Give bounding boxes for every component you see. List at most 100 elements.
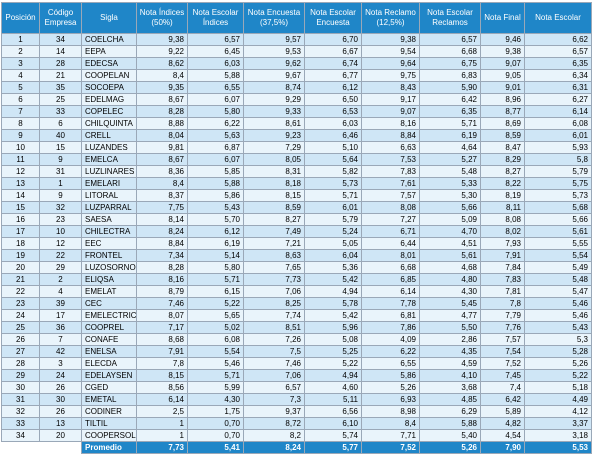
cell-nota-escolar-indices: 6,45 bbox=[187, 45, 244, 58]
cell-posicion: 24 bbox=[1, 309, 40, 322]
cell-nota-final: 8,02 bbox=[480, 225, 525, 238]
cell-codigo-empresa: 12 bbox=[39, 237, 82, 250]
cell-codigo-empresa: 30 bbox=[39, 393, 82, 406]
cell-nota-escolar-reclamos: 5,09 bbox=[419, 213, 481, 226]
cell-nota-escolar-indices: 6,12 bbox=[187, 225, 244, 238]
cell-posicion: 34 bbox=[1, 429, 40, 442]
cell-posicion: 21 bbox=[1, 273, 40, 286]
cell-nota-escolar: 5,48 bbox=[524, 273, 592, 286]
cell-nota-escolar-encuesta: 5,79 bbox=[304, 213, 362, 226]
cell-posicion: 3 bbox=[1, 57, 40, 70]
cell-nota-final: 8,29 bbox=[480, 153, 525, 166]
cell-nota-escolar-reclamos: 5,50 bbox=[419, 321, 481, 334]
cell-posicion: 6 bbox=[1, 93, 40, 106]
table-row: 19 22 FRONTEL 7,34 5,14 8,63 6,04 8,01 5,61 7,91 5… bbox=[1, 249, 592, 262]
cell-posicion: 32 bbox=[1, 405, 40, 418]
cell-sigla: COOPERSOL bbox=[81, 429, 137, 442]
cell-nota-escolar-reclamos: 5,71 bbox=[419, 117, 481, 130]
cell-nota-final: 6,42 bbox=[480, 393, 525, 406]
cell-codigo-empresa: 39 bbox=[39, 297, 82, 310]
table-row: 6 25 EDELMAG 8,67 6,07 9,29 6,50 9,17 6,42 8,96 6,… bbox=[1, 93, 592, 106]
cell-nota-escolar-encuesta: 6,70 bbox=[304, 33, 362, 46]
cell-nota-escolar-indices: 6,87 bbox=[187, 141, 244, 154]
cell-sigla: EEC bbox=[81, 237, 137, 250]
cell-nota-indices: 8,15 bbox=[136, 369, 188, 382]
table-row: 22 4 EMELAT 8,79 6,15 7,06 4,94 6,14 4,30 7,81 5,4… bbox=[1, 285, 592, 298]
cell-posicion: 19 bbox=[1, 249, 40, 262]
ranking-table: Posición Código Empresa Sigla Nota Índic… bbox=[1, 2, 592, 454]
cell-sigla: COOPREL bbox=[81, 321, 137, 334]
cell-nota-reclamo: 8,01 bbox=[361, 249, 420, 262]
cell-nota-escolar-indices: 5,86 bbox=[187, 189, 244, 202]
cell-nota-reclamo: 8,98 bbox=[361, 405, 420, 418]
cell-nota-reclamo: 4,09 bbox=[361, 333, 420, 346]
cell-nota-escolar-encuesta: 5,71 bbox=[304, 189, 362, 202]
cell-sigla: ELECDA bbox=[81, 357, 137, 370]
cell-nota-escolar-reclamos: 3,68 bbox=[419, 381, 481, 394]
cell-nota-escolar: 5,49 bbox=[524, 261, 592, 274]
cell-nota-final: 9,07 bbox=[480, 57, 525, 70]
cell-nota-escolar: 5,8 bbox=[524, 153, 592, 166]
cell-codigo-empresa: 28 bbox=[39, 57, 82, 70]
cell-nota-indices: 8,67 bbox=[136, 93, 188, 106]
cell-posicion: 13 bbox=[1, 177, 40, 190]
cell-nota-escolar-encuesta: 4,94 bbox=[304, 285, 362, 298]
cell-nota-escolar-encuesta: 6,56 bbox=[304, 405, 362, 418]
cell-nota-escolar-indices: 5,43 bbox=[187, 201, 244, 214]
cell-nota-encuesta: 9,62 bbox=[243, 57, 305, 70]
cell-sigla: EMELARI bbox=[81, 177, 137, 190]
cell-nota-escolar-reclamos: 5,90 bbox=[419, 81, 481, 94]
cell-nota-final: 7,84 bbox=[480, 261, 525, 274]
cell-nota-reclamo: 9,75 bbox=[361, 69, 420, 82]
cell-nota-encuesta: 8,15 bbox=[243, 189, 305, 202]
cell-nota-escolar-encuesta: 5,25 bbox=[304, 345, 362, 358]
cell-nota-escolar-encuesta: 5,96 bbox=[304, 321, 362, 334]
cell-sigla: CRELL bbox=[81, 129, 137, 142]
cell-nota-escolar-indices: 5,65 bbox=[187, 309, 244, 322]
cell-codigo-empresa: 3 bbox=[39, 357, 82, 370]
cell-nota-reclamo: 9,64 bbox=[361, 57, 420, 70]
cell-nota-escolar-reclamos: 4,59 bbox=[419, 357, 481, 370]
cell-sigla: LUZLINARES bbox=[81, 165, 137, 178]
cell-sigla: CEC bbox=[81, 297, 137, 310]
cell-nota-reclamo: 7,53 bbox=[361, 153, 420, 166]
cell-nota-indices: 7,91 bbox=[136, 345, 188, 358]
cell-nota-encuesta: 7,5 bbox=[243, 345, 305, 358]
cell-codigo-empresa: 17 bbox=[39, 309, 82, 322]
cell-nota-escolar-indices: 0,70 bbox=[187, 429, 244, 442]
cell-nota-encuesta: 9,33 bbox=[243, 105, 305, 118]
cell-nota-escolar-indices: 6,15 bbox=[187, 285, 244, 298]
cell-posicion: 9 bbox=[1, 129, 40, 142]
cell-nota-indices: 7,34 bbox=[136, 249, 188, 262]
cell-sigla: CHILECTRA bbox=[81, 225, 137, 238]
cell-sigla: SOCOEPA bbox=[81, 81, 137, 94]
table-row: 33 13 TILTIL 1 0,70 8,72 6,10 8,4 5,88 4,82 3,37 bbox=[1, 417, 592, 430]
cell-nota-final: 4,82 bbox=[480, 417, 525, 430]
cell-posicion: 17 bbox=[1, 225, 40, 238]
table-row: 14 9 LITORAL 8,37 5,86 8,15 5,71 7,57 5,30 8,19 5,… bbox=[1, 189, 592, 202]
cell-codigo-empresa: 14 bbox=[39, 45, 82, 58]
cell-nota-reclamo: 8,43 bbox=[361, 81, 420, 94]
cell-nota-final: 7,93 bbox=[480, 237, 525, 250]
cell-nota-encuesta: 7,06 bbox=[243, 369, 305, 382]
cell-nota-escolar-indices: 5,22 bbox=[187, 297, 244, 310]
cell-posicion: 4 bbox=[1, 69, 40, 82]
cell-posicion: 18 bbox=[1, 237, 40, 250]
cell-sigla: CODINER bbox=[81, 405, 137, 418]
cell-codigo-empresa: 15 bbox=[39, 141, 82, 154]
cell-nota-reclamo: 9,38 bbox=[361, 33, 420, 46]
cell-nota-escolar: 3,37 bbox=[524, 417, 592, 430]
cell-nota-escolar-reclamos: 5,66 bbox=[419, 201, 481, 214]
cell-codigo-empresa: 40 bbox=[39, 129, 82, 142]
cell-nota-escolar-encuesta: 4,94 bbox=[304, 369, 362, 382]
cell-nota-reclamo: 6,93 bbox=[361, 393, 420, 406]
cell-nota-indices: 7,8 bbox=[136, 357, 188, 370]
cell-nota-escolar-encuesta: 5,64 bbox=[304, 153, 362, 166]
cell-nota-escolar-encuesta: 5,74 bbox=[304, 429, 362, 442]
cell-sigla: CGED bbox=[81, 381, 137, 394]
cell-nota-final: 8,77 bbox=[480, 105, 525, 118]
cell-nota-encuesta: 8,51 bbox=[243, 321, 305, 334]
cell-nota-indices: 8,4 bbox=[136, 177, 188, 190]
cell-nota-final: 7,45 bbox=[480, 369, 525, 382]
cell-codigo-empresa: 42 bbox=[39, 345, 82, 358]
